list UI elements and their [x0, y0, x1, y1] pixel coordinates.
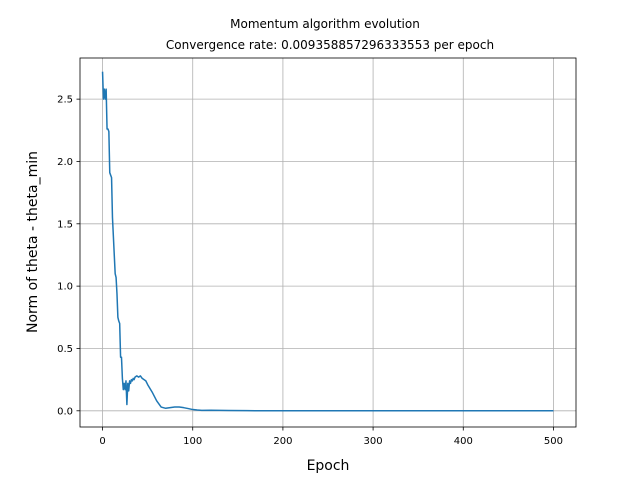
- plot-frame: [79, 57, 577, 428]
- x-tick-label: 0: [99, 436, 105, 447]
- x-tick-label: 300: [364, 436, 383, 447]
- x-ticks: 0 100 200 300 400 500: [99, 427, 563, 447]
- y-tick-label: 1.0: [57, 282, 73, 293]
- y-tick-label: 1.5: [57, 219, 73, 230]
- y-tick-label: 0.5: [57, 344, 73, 355]
- y-ticks: 0.0 0.5 1.0 1.5 2.0 2.5: [57, 95, 80, 417]
- y-axis-label: Norm of theta - theta_min: [25, 151, 41, 333]
- chart-title: Momentum algorithm evolution: [230, 17, 420, 31]
- x-tick-label: 100: [183, 436, 202, 447]
- grid: [80, 58, 576, 427]
- y-tick-label: 2.5: [57, 95, 73, 106]
- x-tick-label: 500: [544, 436, 563, 447]
- x-tick-label: 200: [273, 436, 292, 447]
- x-tick-label: 400: [454, 436, 473, 447]
- series-group: [101, 71, 554, 412]
- x-axis-label: Epoch: [307, 458, 350, 474]
- y-tick-label: 2.0: [57, 157, 73, 168]
- y-tick-label: 0.0: [57, 406, 73, 417]
- chart-subtitle: Convergence rate: 0.009358857296333553 p…: [166, 38, 494, 52]
- series-line: [101, 71, 554, 412]
